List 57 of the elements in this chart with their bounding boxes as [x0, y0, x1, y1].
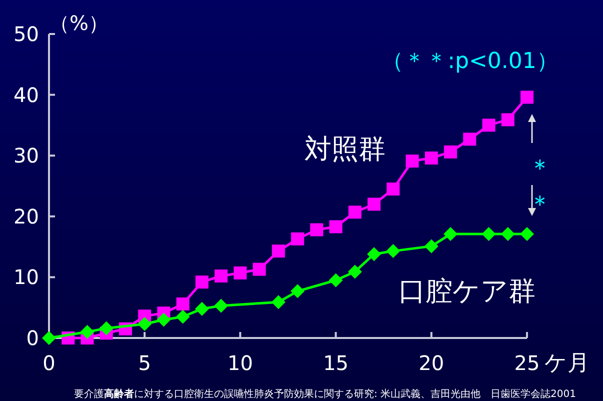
point — [501, 113, 514, 126]
point — [367, 247, 382, 262]
y-tick-label: 40 — [14, 82, 39, 107]
point — [42, 331, 56, 345]
point — [482, 227, 496, 242]
y-tick-label: 50 — [14, 22, 39, 46]
x-axis-title: ケ月 — [544, 351, 590, 376]
point — [156, 312, 171, 327]
point — [386, 182, 400, 196]
point — [271, 295, 286, 310]
point — [214, 298, 228, 313]
text: ＊＊ — [528, 154, 552, 218]
y-tick-label: 20 — [14, 204, 39, 228]
point — [176, 297, 190, 310]
point — [520, 227, 534, 242]
annotation: （＊＊:p<0.01） — [382, 49, 558, 74]
point — [500, 227, 515, 242]
point — [138, 317, 152, 332]
point — [348, 264, 362, 279]
point — [444, 227, 458, 242]
series-label: 口腔ケア群 — [398, 276, 536, 307]
x-tick-label: 5 — [138, 351, 151, 375]
point — [406, 154, 419, 168]
point — [252, 262, 266, 276]
point — [176, 310, 190, 324]
point — [368, 198, 381, 211]
text: 要介護高齢者に対する口腔衛生の誤嚥性肺炎予防効果に関する研究: 米山武義、吉田光由他 日歯医学会誌2001 — [74, 388, 576, 400]
point — [386, 244, 400, 258]
point — [310, 223, 324, 236]
point — [424, 152, 438, 165]
point — [348, 206, 362, 219]
point — [214, 269, 228, 282]
point — [194, 302, 209, 316]
point — [424, 239, 438, 254]
x-tick-label: 25 — [514, 351, 540, 375]
y-tick-label: 10 — [14, 265, 39, 290]
point — [463, 132, 476, 146]
y-tick-label: 30 — [14, 144, 39, 168]
point — [195, 276, 208, 289]
point — [329, 220, 342, 234]
point — [99, 321, 114, 336]
point — [290, 284, 305, 298]
point — [80, 324, 94, 339]
x-tick-label: 0 — [42, 351, 56, 375]
series-label: 対照群 — [304, 134, 386, 165]
x-tick-label: 20 — [418, 351, 444, 375]
point — [520, 90, 534, 104]
point — [328, 273, 343, 288]
point — [291, 232, 304, 246]
x-tick-label: 15 — [323, 351, 349, 375]
y-tick-label: 0 — [26, 326, 39, 350]
point — [234, 266, 247, 280]
x-tick-label: 10 — [227, 351, 253, 375]
point — [482, 118, 496, 132]
point — [444, 145, 458, 158]
y-axis-title: （%） — [49, 11, 109, 35]
point — [272, 244, 285, 258]
